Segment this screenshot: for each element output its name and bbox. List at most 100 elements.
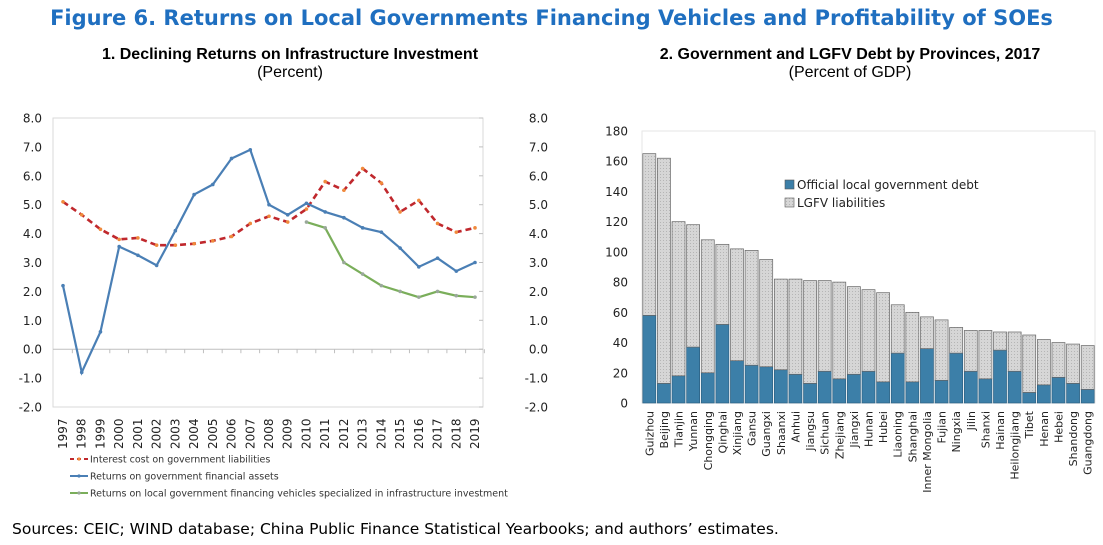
data-point-0	[342, 188, 346, 193]
x-tick-label: Beijing	[658, 411, 671, 448]
y-tick: 60	[613, 306, 628, 320]
x-tick-label: Chongqing	[702, 411, 715, 470]
data-point-1	[398, 246, 402, 250]
bar-lgfv-liabilities	[890, 304, 905, 354]
x-tick-label: Jilin	[965, 411, 978, 431]
bar-official-debt	[1036, 384, 1051, 404]
y-tick-right: 0.0	[529, 343, 548, 357]
data-point-1	[267, 202, 271, 207]
chart1-subtitle: (Percent)	[257, 64, 323, 81]
x-tick-label: Henan	[1038, 411, 1051, 447]
x-tick-label: Ningxia	[950, 411, 963, 453]
bar-official-debt	[642, 315, 657, 404]
x-tick-label: Guangdong	[1082, 411, 1095, 475]
legend-label-0: Official local government debt	[797, 178, 979, 192]
y-tick-right: 3.0	[529, 256, 548, 270]
data-point-2	[454, 293, 459, 298]
bar-lgfv-liabilities	[1022, 334, 1037, 393]
x-tick-label: Jiangsu	[804, 411, 817, 452]
data-point-0	[417, 198, 421, 203]
data-point-1	[248, 147, 253, 152]
data-point-0	[154, 243, 159, 247]
bar-official-debt	[730, 360, 744, 404]
bar-official-debt	[832, 378, 847, 404]
y-tick-left: 1.0	[23, 314, 42, 328]
bar-lgfv-liabilities	[686, 224, 701, 348]
bar-official-debt	[890, 352, 905, 404]
chart2-heading: 2. Government and LGFV Debt by Provinces…	[590, 46, 1103, 82]
x-tick-label: Liaoning	[892, 411, 905, 458]
bar-lgfv-liabilities	[817, 280, 832, 372]
data-point-1	[98, 330, 103, 334]
y-tick: 40	[613, 336, 628, 350]
bar-lgfv-liabilities	[1066, 343, 1080, 384]
y-tick-right: 8.0	[529, 112, 548, 126]
x-tick-label: Qinghai	[716, 411, 729, 453]
data-point-0	[98, 227, 103, 232]
data-point-2	[435, 289, 440, 294]
data-point-0	[117, 237, 121, 242]
data-point-2	[342, 260, 346, 265]
x-tick-label: Gansu	[746, 411, 759, 446]
y-tick: 140	[605, 185, 628, 199]
x-tick-label: Tianjin	[673, 411, 686, 448]
data-point-0	[285, 220, 290, 224]
y-tick: 160	[605, 155, 628, 169]
x-tick-label: 2019	[468, 418, 482, 449]
x-tick-label: 2006	[225, 418, 239, 449]
data-point-1	[136, 253, 140, 258]
bar-official-debt	[876, 381, 890, 404]
bar-lgfv-liabilities	[905, 311, 920, 383]
y-tick: 80	[613, 276, 628, 290]
bar-official-debt	[759, 366, 774, 404]
x-tick-label: Anhui	[789, 411, 802, 443]
data-point-1	[342, 215, 346, 220]
data-point-1	[211, 182, 215, 187]
data-point-1	[473, 260, 477, 265]
y-tick-right: 5.0	[529, 198, 548, 212]
y-tick: 100	[605, 245, 628, 259]
data-point-0	[323, 179, 327, 184]
data-point-1	[323, 210, 327, 214]
bar-official-debt	[788, 373, 803, 404]
series-line-2	[306, 220, 476, 299]
data-point-2	[417, 295, 421, 299]
y-tick-left: 2.0	[23, 285, 42, 299]
x-tick-label: Inner Mongolia	[921, 411, 934, 493]
bar-lgfv-liabilities	[671, 221, 686, 377]
y-tick-left: 5.0	[23, 198, 42, 212]
x-tick-label: 2014	[374, 418, 388, 449]
x-tick-label: Shanghai	[906, 411, 919, 462]
y-tick-left: 0.0	[23, 343, 42, 357]
figure-title: Figure 6. Returns on Local Governments F…	[50, 6, 1053, 30]
bar-official-debt	[686, 346, 701, 404]
x-tick-label: 2001	[131, 418, 145, 449]
y-tick-right: -1.0	[525, 372, 548, 386]
series-line-1	[61, 148, 476, 376]
bar-official-debt	[817, 370, 832, 404]
bar-official-debt	[847, 373, 861, 404]
bar-official-debt	[920, 348, 934, 404]
y-tick: 120	[605, 215, 628, 229]
x-tick-label: 2003	[168, 418, 182, 449]
x-tick-label: 2002	[150, 418, 164, 449]
x-tick-label: Yunnan	[687, 411, 700, 452]
x-tick-label: Fujian	[936, 411, 949, 444]
legend-label-2: Returns on local government financing ve…	[90, 489, 508, 500]
bar-official-debt	[744, 364, 759, 404]
x-tick-label: Hebei	[1052, 411, 1065, 443]
x-tick-label: Sichuan	[819, 411, 832, 455]
y-tick-left: 8.0	[23, 112, 42, 126]
x-tick-label: Shaanxi	[775, 411, 788, 455]
chart1-heading: 1. Declining Returns on Infrastructure I…	[20, 46, 560, 82]
bar-official-debt	[905, 381, 920, 404]
bar-lgfv-liabilities	[832, 281, 847, 380]
bar-official-debt	[1022, 392, 1037, 404]
data-point-1	[173, 228, 178, 233]
x-tick-label: Shanxi	[979, 411, 992, 448]
legend-swatch-0	[784, 179, 795, 190]
bar-official-debt	[803, 383, 817, 404]
bar-lgfv-liabilities	[993, 331, 1007, 351]
x-tick-label: 1999	[93, 418, 107, 449]
